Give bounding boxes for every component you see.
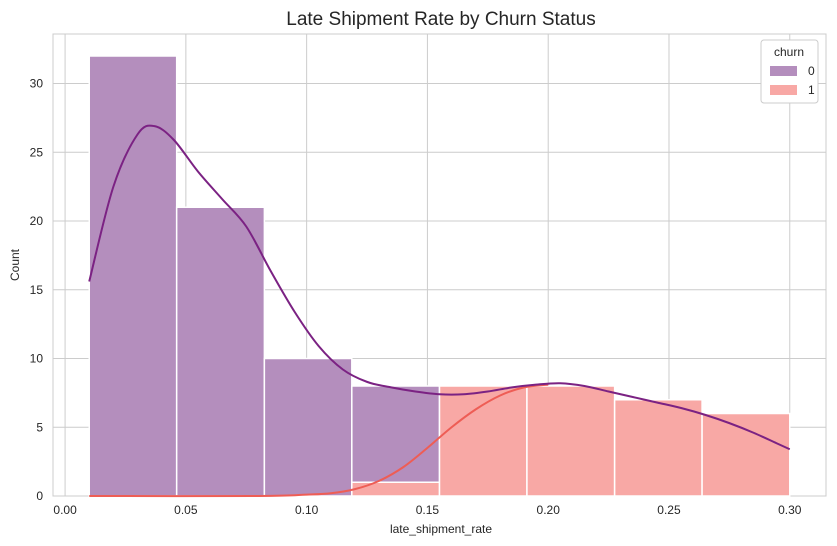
legend-label-0: 0 (808, 64, 815, 78)
chart-title: Late Shipment Rate by Churn Status (286, 9, 595, 30)
x-tick-labels: 0.00 0.05 0.10 0.15 0.20 0.25 0.30 (53, 503, 801, 517)
x-axis-label: late_shipment_rate (390, 522, 492, 536)
y-tick-label: 5 (36, 420, 43, 434)
x-tick-label: 0.25 (657, 503, 681, 517)
y-tick-label: 0 (36, 489, 43, 503)
legend-swatch-1 (770, 85, 797, 95)
y-tick-label: 15 (30, 283, 44, 297)
legend-swatch-0 (770, 66, 797, 76)
y-tick-label: 25 (30, 145, 44, 159)
y-tick-labels: 0 5 10 15 20 25 30 (30, 77, 44, 504)
histogram-bar-series-1 (438, 385, 528, 497)
x-tick-label: 0.20 (537, 503, 561, 517)
x-tick-label: 0.00 (53, 503, 77, 517)
legend: churn 0 1 (760, 39, 819, 104)
kde-curve-series-1 (89, 383, 549, 498)
y-tick-label: 20 (30, 214, 44, 228)
histogram-bars (88, 55, 791, 497)
legend-title: churn (774, 45, 804, 59)
kde-curve-series-0 (88, 124, 791, 451)
x-tick-label: 0.05 (174, 503, 198, 517)
histogram-bar-series-1 (613, 399, 703, 497)
x-tick-label: 0.10 (295, 503, 319, 517)
y-axis-label: Count (8, 248, 22, 281)
histogram-bar-series-0 (351, 385, 441, 497)
histogram-bar-series-0 (88, 55, 178, 497)
histogram-bar-series-1 (526, 385, 616, 497)
y-tick-label: 30 (30, 77, 44, 91)
histogram-bar-series-1 (351, 481, 441, 497)
histogram-bar-series-0 (175, 206, 266, 497)
y-tick-label: 10 (30, 352, 44, 366)
x-tick-label: 0.15 (416, 503, 440, 517)
histogram-bar-series-0 (263, 357, 353, 497)
histogram-bar-series-1 (701, 412, 791, 497)
x-tick-label: 0.30 (778, 503, 802, 517)
legend-label-1: 1 (808, 83, 815, 97)
kde-curves (88, 124, 791, 498)
